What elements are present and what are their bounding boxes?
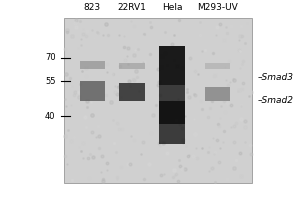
Bar: [159, 46, 185, 85]
Bar: [80, 61, 105, 69]
Text: 40: 40: [45, 112, 56, 121]
Bar: [119, 83, 145, 101]
Bar: [80, 81, 105, 101]
Text: 823: 823: [84, 3, 101, 12]
Bar: [64, 18, 252, 183]
Text: –Smad3: –Smad3: [257, 73, 293, 82]
Bar: [205, 87, 230, 101]
Bar: [119, 63, 145, 69]
Text: 55: 55: [45, 77, 56, 86]
Bar: [159, 46, 185, 144]
Text: Hela: Hela: [162, 3, 182, 12]
Text: 22RV1: 22RV1: [118, 3, 147, 12]
Text: 70: 70: [45, 53, 56, 62]
Text: –Smad2: –Smad2: [257, 96, 293, 105]
Bar: [205, 63, 230, 69]
Bar: [159, 101, 185, 124]
Text: M293-UV: M293-UV: [197, 3, 238, 12]
